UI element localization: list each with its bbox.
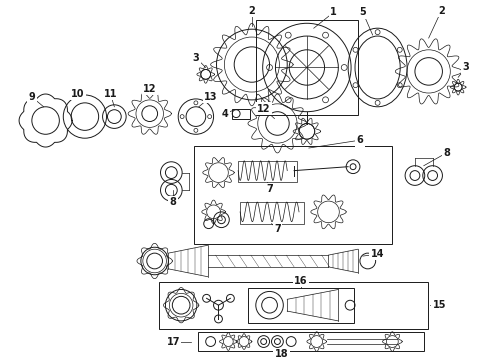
Bar (240, 202, 304, 224)
Text: 5: 5 (360, 8, 366, 18)
Text: 10: 10 (71, 89, 85, 99)
Bar (256, 20, 358, 114)
Text: 14: 14 (371, 249, 384, 259)
Text: 6: 6 (357, 135, 363, 145)
Text: 16: 16 (294, 276, 308, 285)
Bar (232, 109, 250, 118)
Bar (159, 282, 428, 329)
Bar (194, 146, 392, 244)
Text: 17: 17 (167, 337, 180, 347)
Text: 11: 11 (104, 89, 117, 99)
Text: 9: 9 (28, 92, 35, 102)
Text: 12: 12 (257, 104, 270, 114)
Text: 2: 2 (248, 5, 255, 15)
Text: 3: 3 (463, 63, 469, 72)
Text: 12: 12 (143, 84, 156, 94)
Text: 13: 13 (204, 92, 218, 102)
Text: 4: 4 (222, 109, 229, 119)
Bar (248, 288, 354, 323)
Text: 7: 7 (266, 184, 273, 194)
Text: 8: 8 (170, 197, 177, 207)
Text: 3: 3 (193, 53, 199, 63)
Text: 15: 15 (433, 300, 446, 310)
Text: 18: 18 (274, 349, 288, 359)
Text: 2: 2 (438, 5, 445, 15)
Text: 7: 7 (274, 224, 281, 234)
Text: 8: 8 (443, 148, 450, 158)
Bar (238, 161, 297, 183)
Text: 1: 1 (330, 8, 337, 18)
Bar (198, 332, 424, 351)
